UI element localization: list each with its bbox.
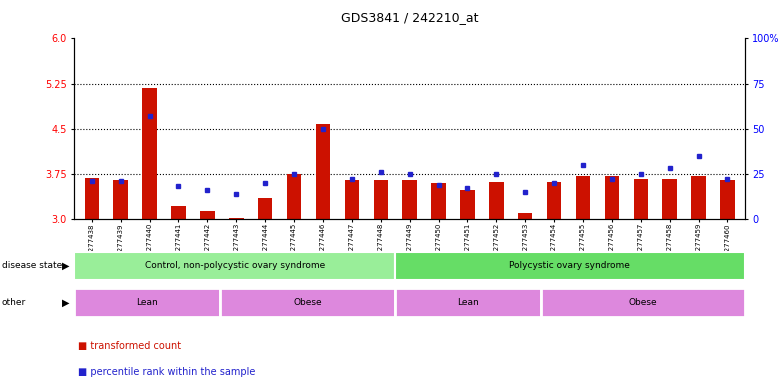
- Bar: [74, 252, 395, 280]
- Bar: [258, 198, 272, 219]
- Bar: [395, 252, 745, 280]
- Text: Control, non-polycystic ovary syndrome: Control, non-polycystic ovary syndrome: [145, 262, 325, 270]
- Bar: [402, 180, 417, 219]
- Text: Obese: Obese: [629, 298, 657, 307]
- Text: GDS3841 / 242210_at: GDS3841 / 242210_at: [341, 12, 478, 25]
- Bar: [316, 124, 330, 219]
- Bar: [431, 183, 446, 219]
- Bar: [604, 175, 619, 219]
- Text: ■ percentile rank within the sample: ■ percentile rank within the sample: [78, 367, 256, 377]
- Bar: [662, 179, 677, 219]
- Bar: [395, 288, 541, 317]
- Bar: [373, 180, 388, 219]
- Bar: [74, 288, 220, 317]
- Bar: [633, 179, 648, 219]
- Text: Obese: Obese: [293, 298, 322, 307]
- Bar: [518, 213, 532, 219]
- Bar: [541, 288, 745, 317]
- Bar: [200, 211, 215, 219]
- Text: disease state: disease state: [2, 262, 62, 270]
- Text: ▶: ▶: [61, 261, 69, 271]
- Bar: [720, 180, 735, 219]
- Bar: [287, 174, 301, 219]
- Bar: [547, 182, 561, 219]
- Bar: [143, 88, 157, 219]
- Bar: [114, 180, 128, 219]
- Bar: [220, 288, 395, 317]
- Bar: [691, 175, 706, 219]
- Bar: [575, 175, 590, 219]
- Text: ■ transformed count: ■ transformed count: [78, 341, 182, 351]
- Bar: [460, 190, 474, 219]
- Text: Polycystic ovary syndrome: Polycystic ovary syndrome: [510, 262, 630, 270]
- Bar: [85, 178, 99, 219]
- Bar: [171, 206, 186, 219]
- Bar: [489, 182, 503, 219]
- Text: other: other: [2, 298, 26, 307]
- Text: ▶: ▶: [61, 297, 69, 308]
- Text: Lean: Lean: [457, 298, 479, 307]
- Bar: [229, 218, 244, 219]
- Text: Lean: Lean: [136, 298, 158, 307]
- Bar: [345, 180, 359, 219]
